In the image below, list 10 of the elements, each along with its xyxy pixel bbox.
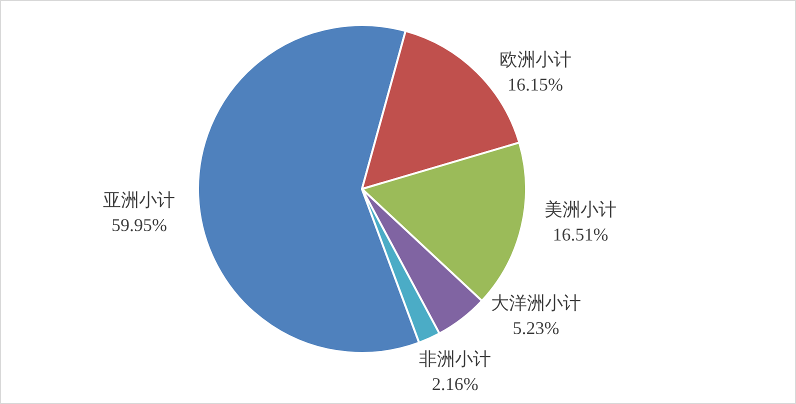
data-label: 16.15% (508, 74, 564, 95)
slice-label: 欧洲小计 (499, 50, 572, 70)
slice-label: 美洲小计 (544, 200, 617, 220)
slice-label: 亚洲小计 (103, 190, 176, 210)
slice-label: 大洋洲小计 (490, 292, 581, 313)
data-label: 5.23% (512, 318, 560, 338)
data-label: 16.51% (552, 224, 608, 245)
data-label: 59.95% (111, 214, 167, 235)
data-label: 2.16% (432, 374, 478, 394)
slice-label: 非洲小计 (419, 349, 492, 370)
